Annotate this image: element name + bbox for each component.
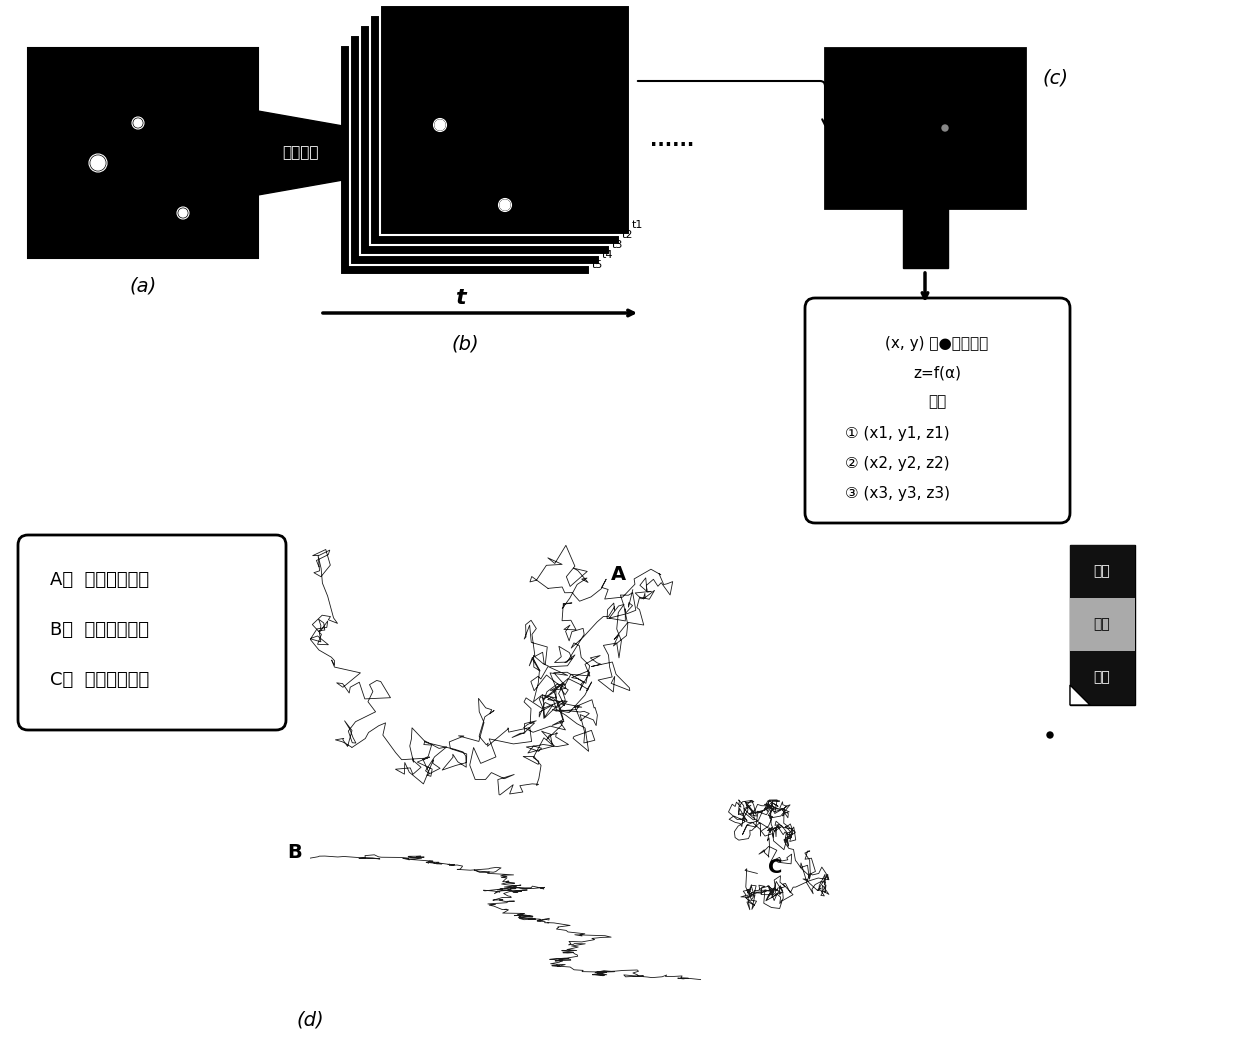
Circle shape [134, 119, 143, 127]
Polygon shape [258, 112, 343, 195]
Bar [825, 48, 1025, 208]
Circle shape [179, 209, 187, 217]
Bar [350, 35, 600, 266]
Polygon shape [1070, 685, 1090, 705]
Text: (b): (b) [451, 335, 479, 354]
Text: C: C [769, 858, 782, 877]
Circle shape [500, 200, 510, 210]
Text: t1: t1 [632, 220, 644, 230]
Circle shape [1047, 732, 1053, 738]
Text: 获得: 获得 [928, 394, 946, 409]
Text: ① (x1, y1, z1): ① (x1, y1, z1) [844, 426, 950, 441]
Text: t5: t5 [591, 260, 604, 270]
Text: B: B [288, 843, 303, 862]
Circle shape [91, 156, 105, 170]
Text: (x, y) 主●位置获取: (x, y) 主●位置获取 [885, 336, 988, 352]
Text: A：  自由扩散模式: A： 自由扩散模式 [50, 571, 149, 589]
Circle shape [435, 120, 445, 130]
Circle shape [942, 125, 949, 131]
Text: ② (x2, y2, z2): ② (x2, y2, z2) [844, 456, 950, 472]
Text: (c): (c) [1043, 68, 1069, 87]
Text: 跟踪: 跟踪 [1094, 670, 1110, 684]
Text: 运动: 运动 [1094, 617, 1110, 631]
Text: t3: t3 [613, 240, 624, 250]
Bar [1070, 651, 1135, 704]
Text: (d): (d) [296, 1011, 324, 1029]
Bar [340, 45, 590, 275]
Text: t4: t4 [601, 250, 614, 260]
Text: z=f(α): z=f(α) [913, 366, 961, 381]
Text: 坐标: 坐标 [1094, 564, 1110, 578]
Bar [1070, 545, 1135, 598]
Text: t2: t2 [622, 230, 634, 240]
Text: 相位调制: 相位调制 [283, 145, 319, 160]
Bar [360, 25, 610, 255]
Bar [370, 15, 620, 245]
Text: t: t [455, 288, 465, 308]
Text: (a): (a) [129, 276, 156, 295]
Bar [1070, 598, 1135, 651]
Text: C：  限制运动模式: C： 限制运动模式 [50, 671, 149, 689]
Text: ......: ...... [650, 131, 694, 150]
Text: B：  定向传输模式: B： 定向传输模式 [50, 621, 149, 639]
Text: A: A [610, 565, 626, 584]
Bar [29, 48, 258, 258]
Bar [903, 208, 949, 268]
FancyBboxPatch shape [805, 298, 1070, 523]
Bar [379, 5, 630, 235]
Text: ③ (x3, y3, z3): ③ (x3, y3, z3) [844, 486, 950, 501]
FancyBboxPatch shape [19, 535, 286, 730]
Bar [1070, 545, 1135, 705]
